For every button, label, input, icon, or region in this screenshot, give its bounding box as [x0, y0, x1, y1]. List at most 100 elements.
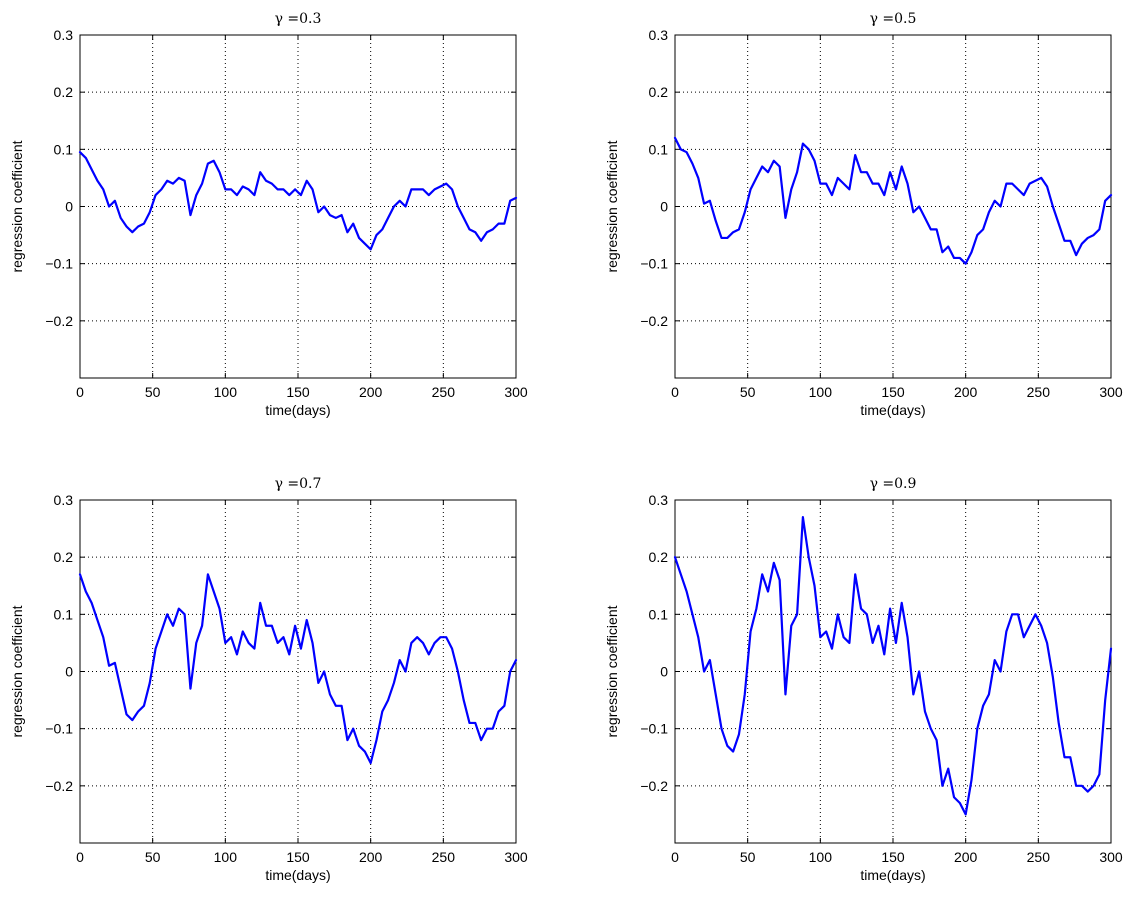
x-tick: 100 — [214, 35, 238, 400]
x-tick-label: 250 — [1027, 384, 1051, 400]
y-axis-label: regression coefficient — [9, 140, 25, 272]
x-tick-label: 150 — [286, 384, 310, 400]
y-tick: −0.1 — [45, 721, 516, 737]
grid — [80, 35, 516, 378]
y-tick-label: −0.1 — [45, 721, 73, 737]
x-axis-label: time(days) — [265, 867, 330, 883]
x-tick-label: 50 — [145, 384, 161, 400]
chart-title: γ =0.5 — [870, 11, 917, 27]
series-line — [673, 516, 1113, 816]
y-tick-label: 0.1 — [54, 141, 74, 157]
y-tick: 0 — [65, 664, 516, 680]
y-tick: 0 — [65, 199, 516, 215]
chart-panel-3: 0 50 100 150 200 250 300 0.3 0.2 0.1 0 −0.1 −0.2 γ =0… — [9, 476, 528, 883]
y-tick-label: 0 — [660, 199, 668, 215]
x-tick-label: 100 — [214, 384, 238, 400]
y-tick-label: 0.2 — [649, 549, 669, 565]
x-tick-label: 50 — [740, 849, 756, 865]
y-tick: 0.2 — [54, 84, 516, 100]
y-tick-label: −0.1 — [45, 256, 73, 272]
x-tick: 50 — [145, 35, 161, 400]
y-axis-label: regression coefficient — [9, 605, 25, 737]
x-tick-label: 150 — [881, 384, 905, 400]
x-tick-label: 300 — [504, 384, 528, 400]
x-tick: 0 — [671, 500, 679, 865]
y-tick: 0.3 — [649, 27, 1111, 43]
y-tick: −0.1 — [45, 256, 516, 272]
y-tick: 0.3 — [54, 27, 516, 43]
y-tick-label: 0.1 — [54, 606, 74, 622]
y-tick: 0.3 — [54, 492, 516, 508]
y-tick: 0.2 — [649, 84, 1111, 100]
grid — [675, 500, 1111, 843]
y-axis-label: regression coefficient — [604, 140, 620, 272]
x-tick-label: 300 — [504, 849, 528, 865]
x-axis-label: time(days) — [860, 867, 925, 883]
x-tick: 200 — [954, 500, 978, 865]
y-tick-label: 0.3 — [54, 27, 74, 43]
x-tick: 300 — [504, 35, 528, 400]
x-tick: 50 — [145, 500, 161, 865]
x-tick-label: 150 — [881, 849, 905, 865]
x-tick: 100 — [809, 500, 833, 865]
y-tick: 0.1 — [54, 141, 516, 157]
y-tick-label: −0.1 — [640, 721, 668, 737]
x-tick-label: 0 — [76, 384, 84, 400]
y-tick: 0.1 — [54, 606, 516, 622]
x-tick-label: 200 — [359, 849, 383, 865]
y-tick: −0.2 — [45, 778, 516, 794]
x-tick-label: 100 — [809, 849, 833, 865]
axes-frame — [79, 499, 517, 844]
x-tick: 50 — [740, 35, 756, 400]
y-tick: 0.1 — [649, 141, 1111, 157]
x-tick-label: 0 — [76, 849, 84, 865]
y-tick-label: 0.2 — [649, 84, 669, 100]
x-tick: 100 — [214, 500, 238, 865]
y-tick-label: 0 — [65, 199, 73, 215]
y-tick-label: −0.2 — [45, 313, 73, 329]
x-tick: 100 — [809, 35, 833, 400]
x-axis-label: time(days) — [860, 402, 925, 418]
axes-frame — [674, 499, 1112, 844]
x-tick-label: 300 — [1099, 849, 1123, 865]
y-tick: −0.2 — [640, 313, 1111, 329]
y-tick-label: 0.3 — [649, 27, 669, 43]
x-tick: 0 — [76, 35, 84, 400]
y-tick-label: −0.1 — [640, 256, 668, 272]
x-tick: 250 — [1027, 35, 1051, 400]
grid — [80, 500, 516, 843]
chart-panel-1: 0 50 100 150 200 250 300 0.3 0.2 0.1 0 −0.1 −0.2 γ =0… — [9, 11, 528, 418]
x-tick: 150 — [881, 35, 905, 400]
y-tick: 0 — [660, 199, 1111, 215]
chart-panel-2: 0 50 100 150 200 250 300 0.3 0.2 0.1 0 −0.1 −0.2 γ =0… — [604, 11, 1123, 418]
x-tick: 200 — [359, 35, 383, 400]
x-tick: 250 — [1027, 500, 1050, 865]
y-tick-label: 0.2 — [54, 549, 74, 565]
y-tick-label: 0.3 — [54, 492, 74, 508]
y-tick-label: 0.1 — [649, 606, 669, 622]
y-axis-label: regression coefficient — [604, 605, 620, 737]
y-tick: −0.1 — [640, 721, 1111, 737]
x-tick-label: 200 — [954, 384, 978, 400]
x-tick: 300 — [504, 500, 528, 865]
x-tick: 200 — [954, 35, 978, 400]
chart-title: γ =0.9 — [870, 476, 917, 492]
grid — [675, 35, 1111, 378]
x-tick: 150 — [286, 35, 310, 400]
y-tick-label: −0.2 — [640, 313, 668, 329]
x-tick: 300 — [1099, 500, 1123, 865]
x-tick: 200 — [359, 500, 383, 865]
x-tick-label: 100 — [809, 384, 833, 400]
y-tick-label: −0.2 — [640, 778, 668, 794]
y-tick-label: 0 — [660, 664, 668, 680]
y-tick-label: 0.3 — [649, 492, 669, 508]
series-line — [673, 136, 1113, 265]
y-tick-label: 0.1 — [649, 141, 669, 157]
x-tick: 300 — [1099, 35, 1123, 400]
x-tick-label: 100 — [214, 849, 238, 865]
x-tick: 0 — [671, 35, 679, 400]
x-tick-label: 0 — [671, 384, 679, 400]
y-tick: 0.3 — [649, 492, 1111, 508]
x-tick-label: 250 — [432, 384, 456, 400]
